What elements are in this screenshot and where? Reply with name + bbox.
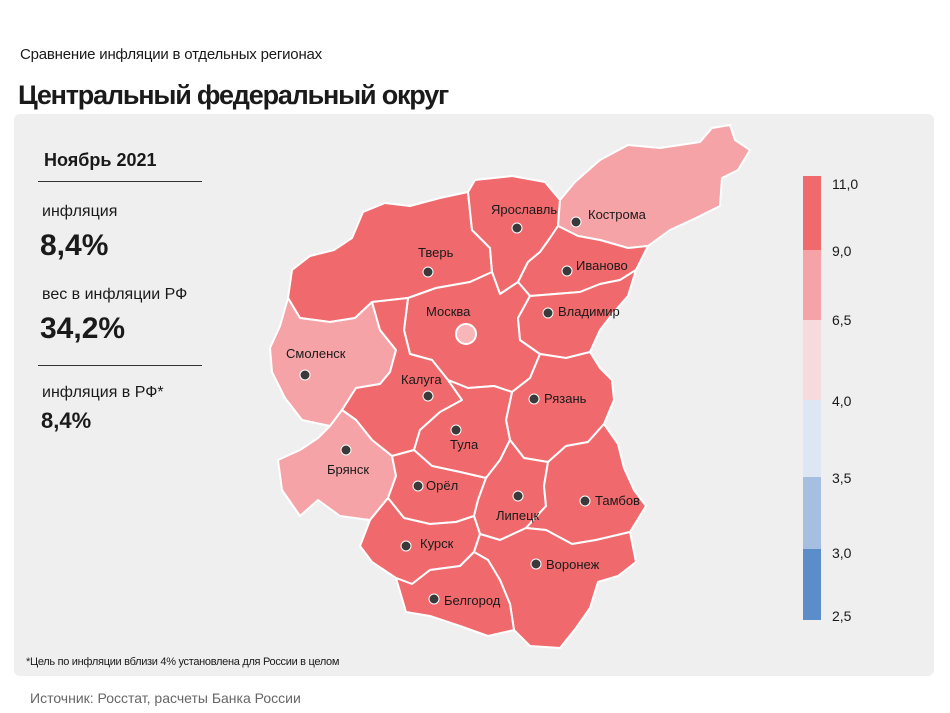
city-label: Смоленск xyxy=(286,346,346,361)
city-label: Москва xyxy=(426,304,471,319)
city-marker xyxy=(528,393,540,405)
chart-title: Центральный федеральный округ xyxy=(18,80,449,110)
city-label: Ярославль xyxy=(491,202,557,217)
city-marker xyxy=(512,490,524,502)
city-marker xyxy=(340,444,352,456)
city-label: Тверь xyxy=(418,245,454,260)
city-marker xyxy=(428,593,440,605)
city-label: Калуга xyxy=(401,372,442,387)
city-label: Курск xyxy=(420,536,454,551)
region-bryansk xyxy=(277,409,397,521)
scale-segment xyxy=(803,477,821,549)
city-marker xyxy=(422,390,434,402)
scale-label: 2,5 xyxy=(832,608,852,624)
scale-segment xyxy=(803,400,821,477)
city-label: Воронеж xyxy=(546,557,600,572)
weight-value: 34,2% xyxy=(40,312,126,345)
city-label: Белгород xyxy=(444,593,501,608)
city-label: Тамбов xyxy=(595,493,640,508)
city-marker xyxy=(542,307,554,319)
scale-segment xyxy=(803,320,821,400)
source-note: Источник: Росстат, расчеты Банка России xyxy=(30,690,301,706)
scale-segment xyxy=(803,250,821,320)
city-label: Брянск xyxy=(327,462,369,477)
chart-subtitle: Сравнение инфляции в отдельных регионах xyxy=(20,46,322,63)
city-marker xyxy=(530,558,542,570)
city-marker xyxy=(422,266,434,278)
inflation-value: 8,4% xyxy=(40,229,109,262)
city-marker xyxy=(400,540,412,552)
city-label: Иваново xyxy=(576,258,628,273)
inflation-label: инфляция xyxy=(42,203,118,220)
divider-bottom xyxy=(38,365,202,366)
city-label: Рязань xyxy=(544,391,587,406)
scale-label: 3,0 xyxy=(832,545,852,561)
weight-label: вес в инфляции РФ xyxy=(42,286,188,303)
region-belgorod xyxy=(395,551,515,637)
city-label: Владимир xyxy=(558,304,620,319)
rf-inflation-value: 8,4% xyxy=(41,408,92,433)
footnote: *Цель по инфляции вблизи 4% установлена … xyxy=(26,656,340,668)
scale-label: 3,5 xyxy=(832,470,852,486)
scale-label: 6,5 xyxy=(832,312,852,328)
city-label: Тула xyxy=(450,437,479,452)
scale-label: 9,0 xyxy=(832,243,852,259)
city-marker xyxy=(570,216,582,228)
city-label: Липецк xyxy=(496,508,540,523)
scale-label: 11,0 xyxy=(832,176,859,192)
rf-inflation-label: инфляция в РФ* xyxy=(42,384,164,401)
city-marker xyxy=(450,424,462,436)
city-marker xyxy=(455,323,477,345)
city-label: Орёл xyxy=(426,478,458,493)
city-marker xyxy=(579,495,591,507)
region-tambov xyxy=(525,423,647,545)
city-marker xyxy=(299,369,311,381)
region-vladimir xyxy=(517,269,637,359)
city-label: Кострома xyxy=(588,207,647,222)
divider-top xyxy=(38,181,202,182)
period-label: Ноябрь 2021 xyxy=(44,150,157,170)
scale-label: 4,0 xyxy=(832,393,852,409)
region-kostroma xyxy=(557,124,751,249)
city-marker xyxy=(561,265,573,277)
scale-segment xyxy=(803,549,821,620)
city-marker xyxy=(511,222,523,234)
city-marker xyxy=(412,480,424,492)
scale-segment xyxy=(803,176,821,250)
